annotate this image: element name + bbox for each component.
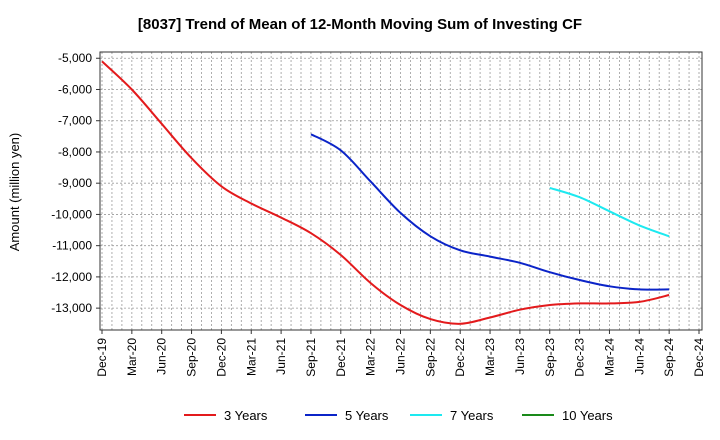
x-tick-label: Sep-24 bbox=[662, 338, 676, 377]
legend: 3 Years 5 Years 7 Years 10 Years bbox=[184, 408, 613, 423]
x-tick-label: Sep-23 bbox=[543, 338, 557, 377]
y-tick-label: -7,000 bbox=[58, 114, 92, 128]
plot-border bbox=[99, 51, 703, 331]
x-tick-label: Jun-24 bbox=[632, 338, 646, 375]
y-tick-label: -12,000 bbox=[51, 270, 92, 284]
legend-label-7-years: 7 Years bbox=[450, 408, 494, 423]
chart-title: [8037] Trend of Mean of 12-Month Moving … bbox=[138, 16, 582, 33]
x-tick-label: Mar-24 bbox=[602, 338, 616, 376]
y-tick-label: -10,000 bbox=[51, 207, 92, 221]
y-tick-label: -13,000 bbox=[51, 301, 92, 315]
x-tick-label: Sep-20 bbox=[185, 338, 199, 377]
x-tick-label: Mar-21 bbox=[244, 338, 258, 376]
y-tick-label: -5,000 bbox=[58, 51, 92, 65]
y-axis-ticks: -5,000 -6,000 -7,000 -8,000 -9,000 -10,000 -11… bbox=[51, 51, 100, 315]
x-tick-label: Jun-22 bbox=[394, 338, 408, 375]
y-tick-label: -6,000 bbox=[58, 82, 92, 96]
x-tick-label: Sep-21 bbox=[304, 338, 318, 377]
y-tick-label: -9,000 bbox=[58, 176, 92, 190]
series-line-5-years bbox=[310, 133, 670, 291]
x-tick-label: Dec-20 bbox=[214, 338, 228, 377]
x-tick-label: Dec-19 bbox=[95, 338, 109, 377]
y-tick-label: -11,000 bbox=[52, 239, 92, 253]
series-line-3-years bbox=[101, 60, 670, 325]
y-tick-label: -8,000 bbox=[58, 145, 92, 159]
x-tick-label: Dec-22 bbox=[453, 338, 467, 377]
legend-label-3-years: 3 Years bbox=[224, 408, 268, 423]
x-tick-label: Sep-22 bbox=[423, 338, 437, 377]
y-axis-label: Amount (million yen) bbox=[7, 133, 22, 252]
x-tick-label: Mar-22 bbox=[364, 338, 378, 376]
x-axis-ticks: Dec-19 Mar-20 Jun-20 Sep-20 Dec-20 Mar-21 Jun-… bbox=[95, 330, 706, 377]
x-tick-label: Jun-20 bbox=[155, 338, 169, 375]
plot-area bbox=[100, 52, 702, 330]
x-tick-label: Dec-21 bbox=[334, 338, 348, 377]
legend-label-10-years: 10 Years bbox=[562, 408, 613, 423]
series-line-7-years bbox=[549, 186, 670, 238]
x-tick-label: Mar-20 bbox=[125, 338, 139, 376]
x-tick-label: Jun-23 bbox=[513, 338, 527, 375]
x-tick-label: Jun-21 bbox=[274, 338, 288, 375]
legend-label-5-years: 5 Years bbox=[345, 408, 389, 423]
series-lines bbox=[101, 60, 670, 325]
x-tick-label: Dec-23 bbox=[573, 338, 587, 377]
x-tick-label: Dec-24 bbox=[692, 338, 706, 377]
x-tick-label: Mar-23 bbox=[483, 338, 497, 376]
